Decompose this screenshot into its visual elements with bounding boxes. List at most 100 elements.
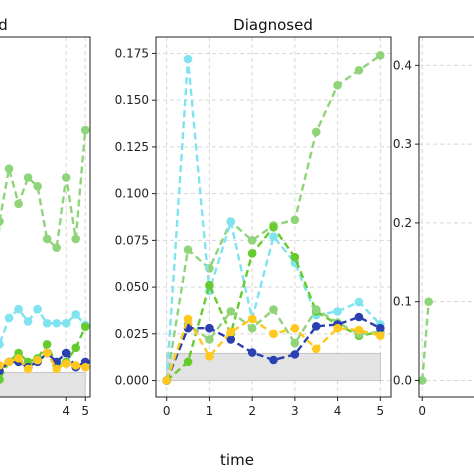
y-tick-label: 0.100 [115,187,149,201]
series-4-point [52,364,61,374]
x-axis-title: time [220,451,254,469]
series-0-point [4,164,14,174]
series-0-point [183,245,193,255]
series-4-point [71,361,81,370]
series-1-point [42,318,52,328]
series-1-point [61,318,71,328]
series-4-point [4,357,14,367]
panel-title: d [0,16,8,34]
series-2-point [0,375,4,384]
x-tick-label: 4 [62,404,70,418]
series-1-point [14,304,23,314]
series-4-point [269,355,278,365]
series-0-point [52,243,61,253]
series-4-point [290,350,300,359]
y-tick-label: 0.050 [115,280,149,294]
axes-frame [418,36,474,398]
series-0-point [290,215,300,225]
series-5-point [162,376,171,385]
series-4-point [354,312,364,322]
series-0-point [0,217,4,226]
series-line-0 [421,301,430,381]
x-tick-label: 0 [163,404,171,418]
x-tick-label: 5 [376,404,384,418]
series-5-point [226,327,236,337]
series-0-point [424,297,433,306]
series-0-point [333,80,342,90]
series-3-point [290,338,300,348]
series-4-point [205,323,214,333]
series-5-point [376,331,385,340]
series-line-2 [0,326,87,382]
series-1-point [183,54,193,64]
x-tick-label: 4 [334,404,342,418]
series-0-point [354,65,364,75]
series-line-0 [0,129,87,251]
y-tick-label: 0.075 [115,233,149,247]
series-4-point [226,335,236,344]
series-3-point [269,305,278,314]
series-2-point [183,357,193,367]
series-5-point [247,314,257,324]
series-4-point [80,362,90,372]
panel-right: 0 0.0 0.1 0.2 0.3 0.4 [393,36,474,418]
series-0-point [311,127,321,137]
series-line-1 [165,58,382,381]
panel-left: 4 5 d [0,16,91,418]
series-1-point [0,340,4,349]
series-2-point [80,322,90,332]
series-4-point [247,348,257,357]
series-1-point [4,313,14,323]
x-tick-label: 1 [206,404,214,418]
series-3-point [311,305,321,314]
series-0-point [42,234,52,244]
series-1-point [71,310,81,319]
series-1-point [269,232,278,241]
series-5-point [205,351,214,361]
series-0-point [14,199,23,209]
series-3-point [226,307,236,316]
x-tick-label: 2 [248,404,256,418]
series-4-point [0,361,4,370]
series-1-point [52,318,61,328]
series-4-point [61,359,71,368]
panel-diagnosed: 0 1 2 3 4 5 0.000 0.025 0.050 0.075 0.100 0.125 0.15… [115,16,392,418]
series-1-point [354,297,364,307]
series-4-point [311,322,321,331]
x-tick-label: 5 [81,404,89,418]
series-1-point [226,217,236,226]
series-5-point [333,323,342,333]
series-2-point [42,340,52,349]
y-tick-label: 0.175 [115,46,149,60]
series-2-point [247,249,257,258]
series-0-point [417,376,427,385]
x-tick-label: 3 [291,404,299,418]
series-0-point [247,236,257,245]
series-1-point [333,307,342,316]
series-2-point [205,280,214,290]
x-tick-label: 0 [418,404,426,418]
series-2-point [71,343,81,353]
series-4-point [14,354,23,363]
y-tick-label: 0.125 [115,140,149,154]
series-5-point [354,325,364,335]
axes-frame [0,36,91,398]
series-1-point [33,304,42,314]
y-tick-label: 0.150 [115,93,149,107]
series-0-point [71,234,81,244]
axes-frame [155,36,392,398]
series-5-point [311,344,321,354]
series-3-point [205,335,214,344]
series-4-point [42,348,52,358]
y-tick-label: 0.4 [393,58,412,72]
y-tick-label: 0.1 [393,295,412,309]
panel-title: Diagnosed [233,16,313,34]
series-4-point [33,355,42,365]
series-0-point [23,173,33,182]
y-tick-label: 0.0 [393,373,412,387]
series-0-point [376,51,385,60]
series-5-point [269,329,278,339]
series-0-point [80,125,90,135]
reference-band [0,371,86,398]
